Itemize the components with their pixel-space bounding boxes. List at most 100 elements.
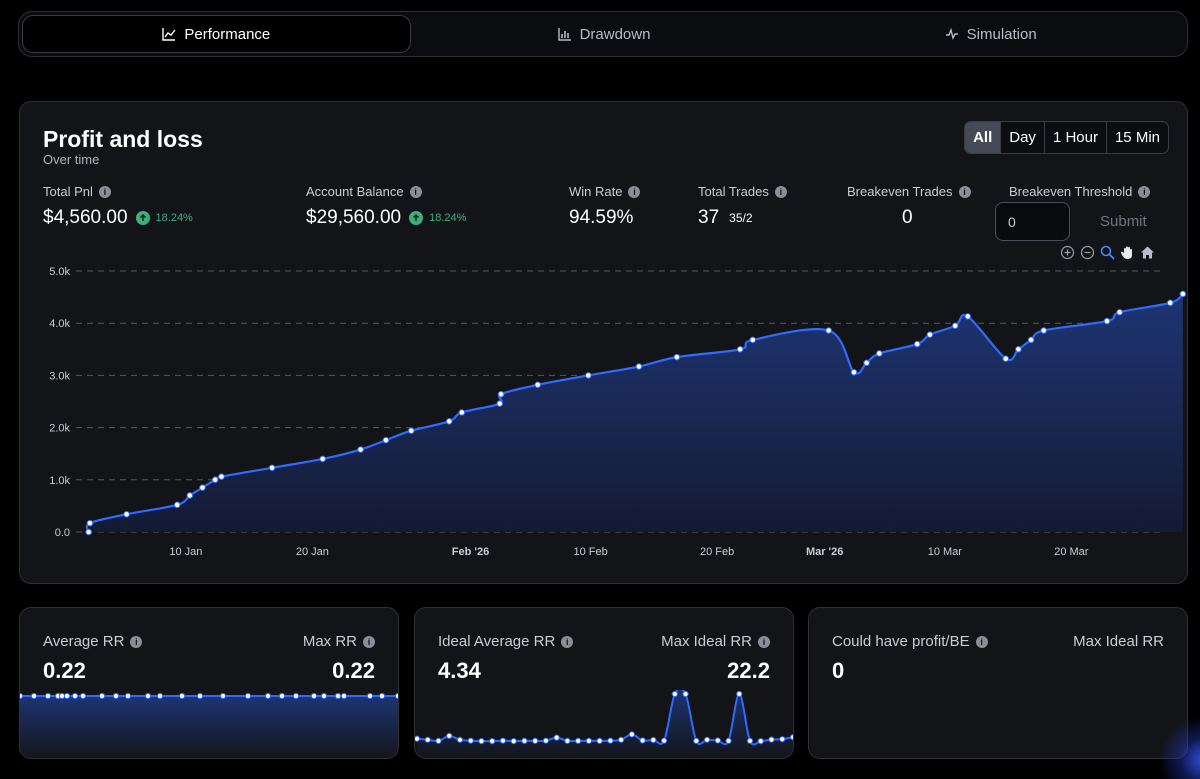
spark1-point bbox=[20, 692, 24, 700]
bar-chart-icon bbox=[557, 28, 571, 41]
spark2-point bbox=[650, 736, 657, 744]
range-all[interactable]: All bbox=[965, 122, 1001, 153]
spark1-point bbox=[156, 692, 164, 700]
tab-drawdown[interactable]: Drawdown bbox=[411, 15, 798, 53]
max-rr-label: Max RR bbox=[302, 633, 357, 650]
pnl-point bbox=[964, 313, 972, 320]
spark2-point bbox=[671, 690, 678, 698]
info-icon[interactable]: i bbox=[409, 185, 422, 198]
info-icon[interactable]: i bbox=[98, 185, 111, 198]
spark2-point bbox=[682, 690, 689, 698]
pnl-point bbox=[497, 390, 505, 398]
pnl-point bbox=[123, 510, 130, 518]
info-icon[interactable]: i bbox=[363, 635, 375, 648]
spark2-point bbox=[532, 737, 539, 745]
spark1-point bbox=[219, 692, 227, 700]
breakeven-threshold-input[interactable] bbox=[995, 202, 1070, 241]
zoom-out-icon[interactable] bbox=[1080, 245, 1095, 260]
ideal-average-rr-value: 4.34 bbox=[438, 658, 481, 683]
spark2-point bbox=[746, 737, 754, 745]
spark1-area bbox=[20, 696, 398, 758]
average-rr-label: Average RR bbox=[43, 633, 125, 650]
pnl-point bbox=[1166, 299, 1174, 307]
info-icon[interactable]: i bbox=[130, 635, 143, 648]
pnl-point bbox=[173, 501, 181, 509]
spark2-point bbox=[456, 736, 464, 743]
average-rr-value: 0.22 bbox=[43, 658, 86, 683]
tab-performance[interactable]: Performance bbox=[22, 15, 411, 53]
pnl-point bbox=[1002, 355, 1010, 362]
spark2-point bbox=[639, 737, 646, 744]
info-icon[interactable]: i bbox=[774, 185, 787, 198]
pnl-point bbox=[875, 350, 883, 357]
pnl-point bbox=[1040, 327, 1048, 334]
y-tick-label: 4.0k bbox=[49, 318, 70, 330]
spark2-point bbox=[703, 736, 711, 743]
pnl-point bbox=[825, 327, 832, 334]
spark1-point bbox=[394, 692, 398, 700]
line-chart-icon bbox=[162, 28, 176, 41]
pnl-point bbox=[319, 455, 326, 463]
y-tick-label: 3.0k bbox=[49, 370, 70, 382]
pnl-point bbox=[445, 418, 453, 425]
info-icon[interactable]: i bbox=[958, 185, 971, 198]
spark2-point bbox=[467, 737, 474, 744]
info-icon[interactable]: i bbox=[561, 635, 574, 648]
spark1-point bbox=[278, 692, 286, 700]
spark1-point bbox=[178, 692, 186, 700]
pnl-area-chart[interactable]: 0.0 1.0k 2.0k 3.0k 4.0k 5.0k 10 Jan 20 Jan Feb '… bbox=[20, 262, 1188, 582]
total-pnl-stat: Total Pnl i $4,560.00 18.24% bbox=[43, 184, 193, 229]
tab-simulation[interactable]: Simulation bbox=[797, 15, 1184, 53]
spark2-point bbox=[564, 737, 571, 745]
spark2-point bbox=[415, 735, 421, 742]
pnl-area bbox=[86, 293, 1183, 532]
home-reset-icon[interactable] bbox=[1140, 245, 1155, 260]
pnl-point bbox=[199, 484, 206, 491]
range-15-min[interactable]: 15 Min bbox=[1105, 122, 1168, 153]
submit-button[interactable]: Submit bbox=[1100, 213, 1147, 230]
spark2-point bbox=[628, 731, 635, 738]
spark1-point bbox=[378, 692, 386, 700]
pan-hand-icon[interactable] bbox=[1120, 245, 1135, 260]
pnl-point bbox=[211, 476, 219, 484]
breakeven-trades-value: 0 bbox=[902, 207, 913, 228]
pnl-point bbox=[85, 528, 92, 536]
spark2-point bbox=[489, 738, 496, 745]
zoom-in-icon[interactable] bbox=[1060, 245, 1075, 260]
view-tabs: Performance Drawdown Simulation bbox=[18, 11, 1188, 57]
range-day[interactable]: Day bbox=[1000, 122, 1044, 153]
spark1-point bbox=[124, 692, 132, 700]
pnl-point bbox=[635, 363, 643, 370]
y-tick-label: 2.0k bbox=[49, 423, 70, 435]
breakeven-trades-stat: Breakeven Trades i 0 bbox=[847, 184, 971, 229]
info-icon[interactable]: i bbox=[975, 635, 988, 648]
pnl-point bbox=[951, 322, 959, 330]
spark2-point bbox=[596, 737, 603, 745]
selection-zoom-icon[interactable] bbox=[1100, 245, 1115, 260]
y-tick-label: 5.0k bbox=[49, 266, 70, 278]
breakeven-threshold-stat: Breakeven Threshold i bbox=[1009, 184, 1151, 199]
spark2-point bbox=[499, 737, 507, 744]
x-tick-label: 10 Mar bbox=[928, 546, 963, 558]
info-icon[interactable]: i bbox=[1138, 185, 1151, 198]
ideal-rr-sparkline bbox=[415, 690, 793, 758]
spark2-point bbox=[725, 737, 732, 745]
chart-toolbar bbox=[1060, 245, 1155, 260]
info-icon[interactable]: i bbox=[758, 635, 770, 648]
spark1-point bbox=[292, 692, 300, 700]
total-trades-label: Total Trades bbox=[698, 184, 769, 199]
x-tick-label: 20 Jan bbox=[296, 546, 329, 558]
y-tick-label: 0.0 bbox=[55, 527, 70, 539]
spark2-point bbox=[779, 736, 786, 743]
total-pnl-label: Total Pnl bbox=[43, 184, 93, 199]
pnl-point bbox=[850, 368, 858, 376]
tab-drawdown-label: Drawdown bbox=[579, 25, 651, 43]
pnl-point bbox=[458, 409, 466, 416]
win-rate-stat: Win Rate i 94.59% bbox=[569, 184, 641, 229]
spark2-point bbox=[660, 737, 668, 744]
info-icon[interactable]: i bbox=[628, 185, 641, 198]
total-pnl-value: $4,560.00 bbox=[43, 207, 128, 228]
pnl-point bbox=[86, 519, 94, 527]
max-rr-value: 0.22 bbox=[332, 658, 375, 683]
range-1-hour[interactable]: 1 Hour bbox=[1043, 122, 1106, 153]
